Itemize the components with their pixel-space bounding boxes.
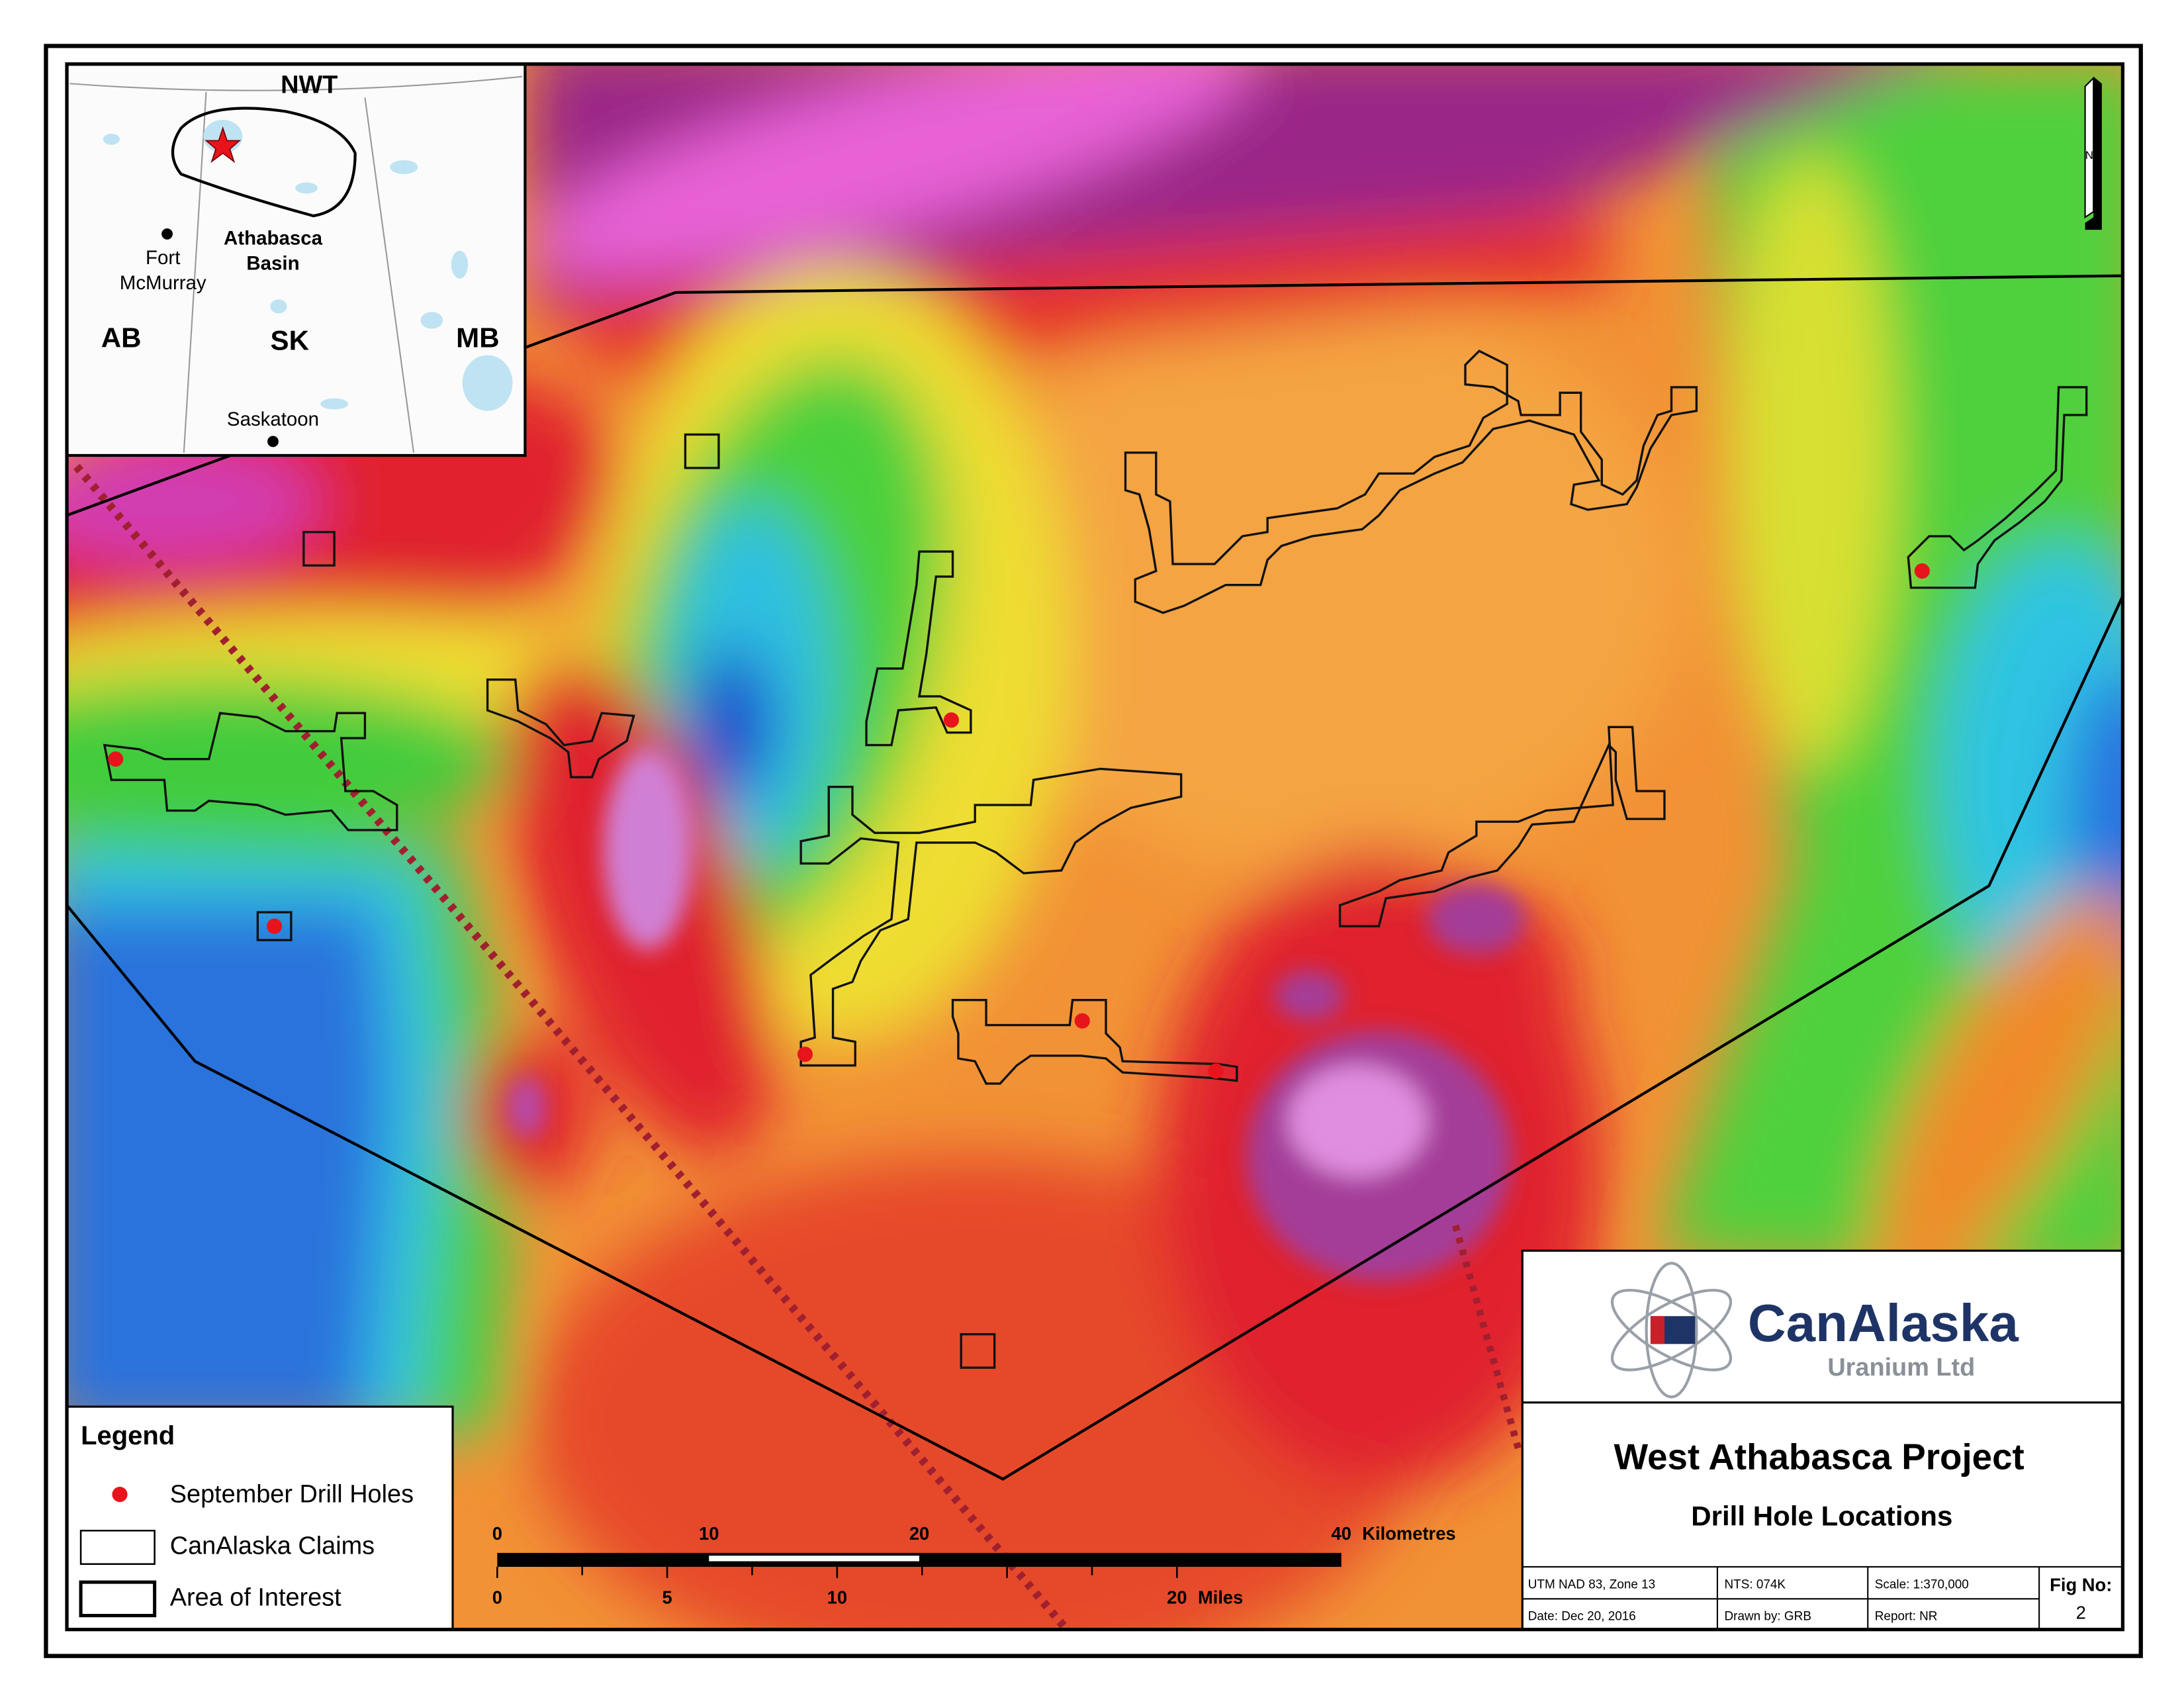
legend-item: Area of Interest: [170, 1583, 341, 1611]
city-label: Saskatoon: [227, 408, 319, 430]
city-label: McMurray: [120, 272, 206, 294]
drill-holes: [108, 563, 1930, 1079]
scale-bar: 0 10 20 40 0 5 10 20 Kilometres Miles: [492, 1523, 1456, 1608]
info-cell: NTS: 074K: [1724, 1577, 1786, 1591]
scale-km-label: 0: [492, 1523, 502, 1544]
map-frame: [65, 62, 2125, 1632]
info-cell: Scale: 1:370,000: [1875, 1577, 1969, 1591]
legend-title: Legend: [81, 1421, 175, 1450]
logo-flag: [1650, 1316, 1664, 1344]
info-cell: UTM NAD 83, Zone 13: [1528, 1577, 1655, 1591]
info-cell: Date: Dec 20, 2016: [1528, 1610, 1636, 1624]
scale-mile-unit: Miles: [1198, 1587, 1243, 1608]
scale-mile-label: 0: [492, 1587, 502, 1608]
region-label: SK: [271, 325, 309, 356]
legend: Legend September Drill Holes CanAlaska C…: [66, 1405, 454, 1631]
region-label: MB: [456, 322, 499, 353]
inset-map: NWT Athabasca Basin Fort McMurray AB SK …: [65, 62, 527, 457]
city-label: Fort: [146, 247, 180, 269]
info-cell: Drawn by: GRB: [1724, 1610, 1811, 1624]
logo-atom: [1610, 1262, 1733, 1399]
north-arrow: N: [2084, 76, 2102, 230]
scale-mile-label: 10: [827, 1587, 847, 1608]
scale-mile-label: 5: [662, 1587, 672, 1608]
fig-number: 2: [2076, 1603, 2086, 1623]
scale-km-label: 20: [909, 1523, 929, 1544]
scale-km-label: 40: [1332, 1523, 1351, 1544]
figure-subtitle: Drill Hole Locations: [1691, 1500, 1952, 1531]
title-block: CanAlaska Uranium Ltd West Athabasca Pro…: [1521, 1249, 2124, 1631]
scale-km-unit: Kilometres: [1362, 1523, 1455, 1544]
scale-mile-label: 20: [1167, 1587, 1187, 1608]
north-label: N: [2085, 149, 2093, 162]
legend-item: CanAlaska Claims: [170, 1532, 375, 1560]
figure-title: West Athabasca Project: [1614, 1436, 2024, 1477]
area-of-interest: [66, 595, 2124, 1481]
scale-km-label: 10: [699, 1523, 719, 1544]
region-label: NWT: [281, 71, 338, 99]
claims: [103, 350, 2088, 1369]
basin-label: Athabasca: [224, 228, 323, 250]
fig-label: Fig No:: [2050, 1575, 2112, 1595]
info-cell: Report: NR: [1875, 1610, 1938, 1624]
logo-name: CanAlaska: [1748, 1293, 2019, 1352]
basin-label: Basin: [246, 253, 299, 275]
logo-subtitle: Uranium Ltd: [1827, 1354, 1975, 1382]
legend-item: September Drill Holes: [170, 1481, 414, 1509]
region-label: AB: [101, 322, 142, 353]
outer-frame: [44, 44, 2143, 1658]
